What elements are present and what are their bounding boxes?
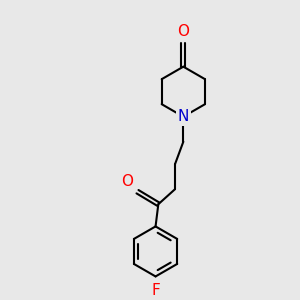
Text: O: O (121, 174, 133, 189)
Text: O: O (177, 24, 189, 39)
Text: F: F (151, 283, 160, 298)
Text: N: N (178, 109, 189, 124)
